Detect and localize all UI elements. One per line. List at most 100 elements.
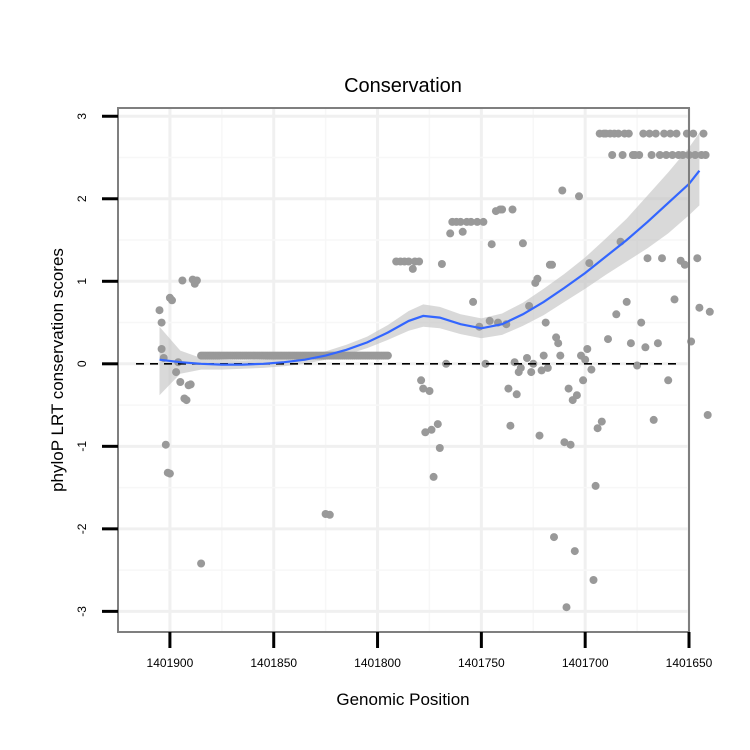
data-point xyxy=(469,297,478,306)
data-point xyxy=(705,307,714,316)
data-point xyxy=(643,254,652,263)
data-point xyxy=(512,390,521,399)
chart-title: Conservation xyxy=(344,75,462,97)
data-point xyxy=(537,366,546,375)
x-tick-label: 1401800 xyxy=(354,656,401,670)
data-point xyxy=(506,421,515,430)
x-tick-label: 1401900 xyxy=(147,656,194,670)
data-point xyxy=(612,310,621,319)
data-point xyxy=(404,257,413,266)
data-point xyxy=(419,384,428,393)
data-point xyxy=(525,302,534,310)
data-point xyxy=(604,335,612,344)
data-point xyxy=(458,227,467,236)
data-point xyxy=(558,186,567,195)
data-point xyxy=(487,240,496,249)
data-point xyxy=(182,396,191,405)
data-point xyxy=(585,259,594,268)
data-point xyxy=(523,354,531,362)
data-point xyxy=(678,151,687,159)
data-point xyxy=(647,151,656,159)
data-point xyxy=(192,276,201,285)
data-point xyxy=(504,384,513,393)
data-point xyxy=(186,380,195,389)
data-point xyxy=(479,217,488,226)
data-point xyxy=(689,129,698,138)
y-tick-label: -1 xyxy=(75,441,89,452)
data-point xyxy=(541,318,550,327)
data-point xyxy=(566,440,575,449)
data-point xyxy=(618,151,627,159)
data-point xyxy=(535,431,544,440)
data-point xyxy=(662,151,671,159)
data-point xyxy=(655,151,664,159)
data-point xyxy=(635,151,644,159)
x-tick-label: 1401700 xyxy=(562,656,609,670)
data-point xyxy=(172,368,181,377)
x-tick-label: 1401650 xyxy=(666,656,713,670)
data-point xyxy=(651,129,660,138)
data-point xyxy=(626,339,635,348)
data-point xyxy=(178,276,187,285)
panel-fill xyxy=(118,108,689,632)
axes: 1401900 1401850 1401800 1401750 1401700 14016… xyxy=(75,113,713,670)
data-point xyxy=(408,264,417,273)
data-point xyxy=(695,303,704,312)
data-point xyxy=(608,151,617,159)
data-point xyxy=(701,151,710,159)
data-point xyxy=(548,260,556,269)
data-point xyxy=(583,345,592,353)
data-point xyxy=(572,391,581,400)
data-point xyxy=(670,295,679,304)
data-point xyxy=(435,444,444,452)
data-point xyxy=(539,351,548,360)
loess-smooth-line xyxy=(159,170,701,366)
data-point xyxy=(649,415,658,424)
data-point xyxy=(518,239,527,248)
x-tick-label: 1401850 xyxy=(250,656,297,670)
data-point xyxy=(437,260,446,268)
data-point xyxy=(446,229,455,238)
data-point xyxy=(680,260,689,269)
data-point xyxy=(473,217,482,226)
data-point xyxy=(668,151,677,159)
data-point xyxy=(658,254,666,263)
data-point xyxy=(415,257,424,266)
data-point xyxy=(666,129,675,138)
data-point xyxy=(703,411,712,419)
data-point xyxy=(575,192,583,201)
data-point xyxy=(699,129,708,138)
y-axis-label: phyloP LRT conservation scores xyxy=(48,248,67,492)
data-point xyxy=(421,428,430,437)
data-point xyxy=(197,559,206,568)
data-point xyxy=(593,424,602,433)
data-point xyxy=(562,603,571,612)
data-point xyxy=(325,510,334,519)
data-point xyxy=(467,217,475,226)
data-point xyxy=(485,316,494,325)
data-point xyxy=(591,481,600,490)
data-point xyxy=(533,274,542,283)
data-point xyxy=(176,378,185,386)
data-point xyxy=(639,129,648,138)
data-point xyxy=(653,339,662,348)
data-point xyxy=(427,425,436,434)
data-point xyxy=(456,217,465,226)
data-point xyxy=(157,345,166,353)
data-point xyxy=(672,129,681,138)
y-tick-label: 0 xyxy=(75,360,89,367)
data-point xyxy=(168,296,176,305)
smooth-line-layer xyxy=(136,170,701,366)
data-point xyxy=(622,297,631,306)
y-tick-label: 1 xyxy=(75,278,89,285)
x-axis-label: Genomic Position xyxy=(336,690,469,709)
data-point xyxy=(165,469,174,478)
panel-border xyxy=(117,107,690,633)
data-point xyxy=(161,440,170,449)
y-tick-label: -2 xyxy=(75,523,89,534)
data-point xyxy=(425,387,434,395)
data-point xyxy=(641,343,650,352)
data-point xyxy=(481,359,490,368)
data-point xyxy=(645,129,654,138)
